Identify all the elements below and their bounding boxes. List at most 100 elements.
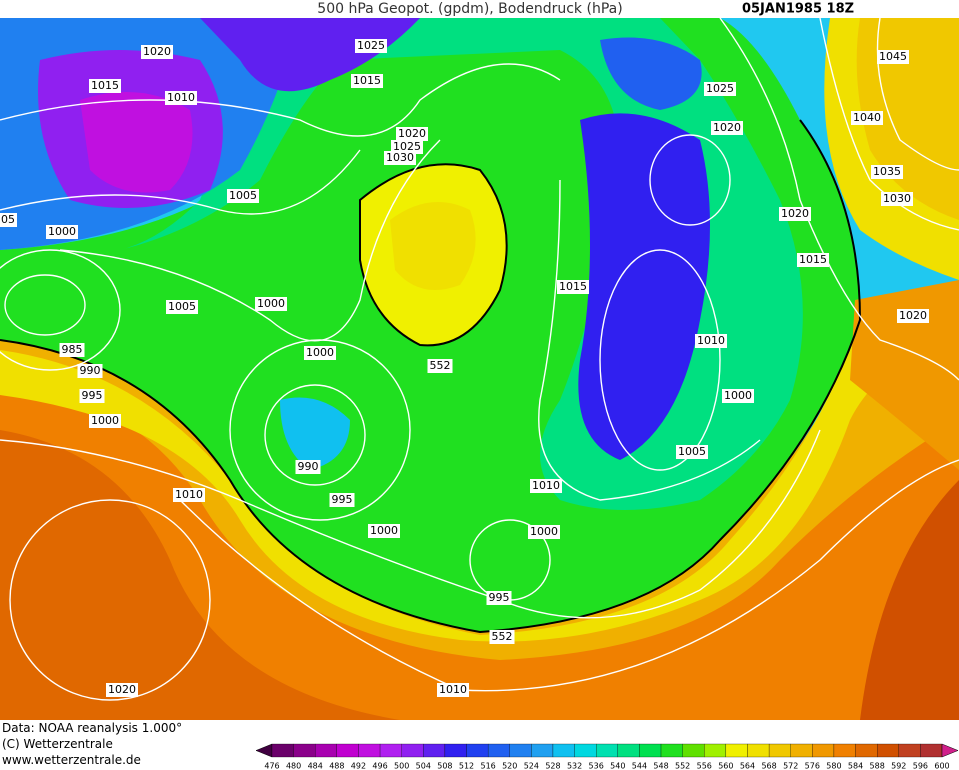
isobar-label: 552 <box>492 630 513 643</box>
colorbar-label: 536 <box>589 762 604 770</box>
isobar-label-bg <box>695 334 727 348</box>
isobar-label-bg <box>528 525 560 539</box>
footer-source: Data: NOAA reanalysis 1.000° <box>2 721 182 735</box>
colorbar-swatch <box>617 743 640 758</box>
isobar-label-bg <box>779 207 811 221</box>
isobar-label-bg <box>79 389 105 403</box>
isobar-label-bg <box>329 493 355 507</box>
isobar-label-bg <box>295 460 321 474</box>
colorbar-swatch <box>358 743 381 758</box>
isobar-label-bg <box>165 91 197 105</box>
isobar-label: 1020 <box>713 121 741 134</box>
colorbar-high <box>941 743 959 758</box>
isobar-label-bg <box>59 343 85 357</box>
colorbar-label: 532 <box>567 762 582 770</box>
isobar-label: 990 <box>298 460 319 473</box>
colorbar-label: 476 <box>264 762 279 770</box>
isobar-label-bg <box>391 140 423 154</box>
isobar-label: 1020 <box>781 207 809 220</box>
colorbar-label: 556 <box>697 762 712 770</box>
isobar-label: 1040 <box>853 111 881 124</box>
isobar-label: 1015 <box>353 74 381 87</box>
isobar-label: 1030 <box>883 192 911 205</box>
colorbar-swatch <box>336 743 359 758</box>
isobar-label: 1025 <box>357 39 385 52</box>
isobar-label: 1020 <box>143 45 171 58</box>
isobar-label: 1025 <box>706 82 734 95</box>
map-field <box>0 18 959 720</box>
isobar-label-bg <box>384 151 416 165</box>
isobar-label: 1010 <box>167 91 195 104</box>
isobar-label-bg <box>704 82 736 96</box>
colorbar-swatch <box>898 743 921 758</box>
isobar-label-bg <box>711 121 743 135</box>
contours <box>0 17 959 701</box>
colorbar-label: 500 <box>394 762 409 770</box>
isobar-label: 1000 <box>724 389 752 402</box>
isobar-label-bg <box>871 165 903 179</box>
colorbar-swatch <box>487 743 510 758</box>
isobar-label-bg <box>0 213 17 227</box>
isobar-label: 1025 <box>393 140 421 153</box>
isobar-label-bg <box>173 488 205 502</box>
colorbar-label: 524 <box>524 762 539 770</box>
colorbar-label: 516 <box>480 762 495 770</box>
colorbar-label: 496 <box>372 762 387 770</box>
colorbar-swatch <box>833 743 856 758</box>
isobar-label-bg <box>89 79 121 93</box>
colorbar-label: 540 <box>610 762 625 770</box>
colorbar-label: 576 <box>805 762 820 770</box>
isobar-label-bg <box>396 127 428 141</box>
isobar-label: 1010 <box>175 488 203 501</box>
colorbar-label: 600 <box>934 762 949 770</box>
colorbar-label: 596 <box>913 762 928 770</box>
colorbar-label: 544 <box>632 762 647 770</box>
isobar-label: 1020 <box>398 127 426 140</box>
footer-url: www.wetterzentrale.de <box>2 753 141 767</box>
colorbar-label: 588 <box>870 762 885 770</box>
isobar-label-bg <box>77 364 103 378</box>
isobar-label: 1000 <box>530 525 558 538</box>
colorbar-label: 512 <box>459 762 474 770</box>
colorbar-label: 488 <box>329 762 344 770</box>
colorbar-swatch <box>790 743 813 758</box>
isobar-label-bg <box>676 445 708 459</box>
isobar-label-bg <box>166 300 198 314</box>
isobar-label-bg <box>46 225 78 239</box>
colorbar-swatch <box>704 743 727 758</box>
isobar-label: 1000 <box>370 524 398 537</box>
colorbar-label: 560 <box>718 762 733 770</box>
colorbar-label: 480 <box>286 762 301 770</box>
colorbar-swatch <box>920 743 943 758</box>
colorbar-swatch <box>401 743 424 758</box>
isobar-label: 990 <box>80 364 101 377</box>
colorbar-label: 484 <box>308 762 323 770</box>
isobar-label: 985 <box>62 343 83 356</box>
colorbar-label: 572 <box>783 762 798 770</box>
isobar-label-bg <box>355 39 387 53</box>
isobar-label: 05 <box>1 213 15 226</box>
colorbar-label: 580 <box>826 762 841 770</box>
isobar-label: 1045 <box>879 50 907 63</box>
isobar-label: 995 <box>82 389 103 402</box>
isobar-labels: 1020101510101025101510201025103010050510… <box>0 39 929 697</box>
isobar-label: 1005 <box>168 300 196 313</box>
isobar-label: 1030 <box>386 151 414 164</box>
isobar-label: 1000 <box>48 225 76 238</box>
isobar-label: 1000 <box>306 346 334 359</box>
isobar-label: 552 <box>430 359 451 372</box>
isobar-label: 995 <box>489 591 510 604</box>
isobar-label-bg <box>255 297 287 311</box>
colorbar-swatch <box>552 743 575 758</box>
isobar-label: 1000 <box>91 414 119 427</box>
colorbar-swatch <box>423 743 446 758</box>
isobar-label: 1015 <box>91 79 119 92</box>
colorbar-swatch <box>855 743 878 758</box>
isobar-label-bg <box>304 346 336 360</box>
isobar-label-bg <box>351 74 383 88</box>
colorbar-label: 564 <box>740 762 755 770</box>
isobar-label-bg <box>368 524 400 538</box>
colorbar-label: 568 <box>761 762 776 770</box>
colorbar-swatch <box>596 743 618 758</box>
